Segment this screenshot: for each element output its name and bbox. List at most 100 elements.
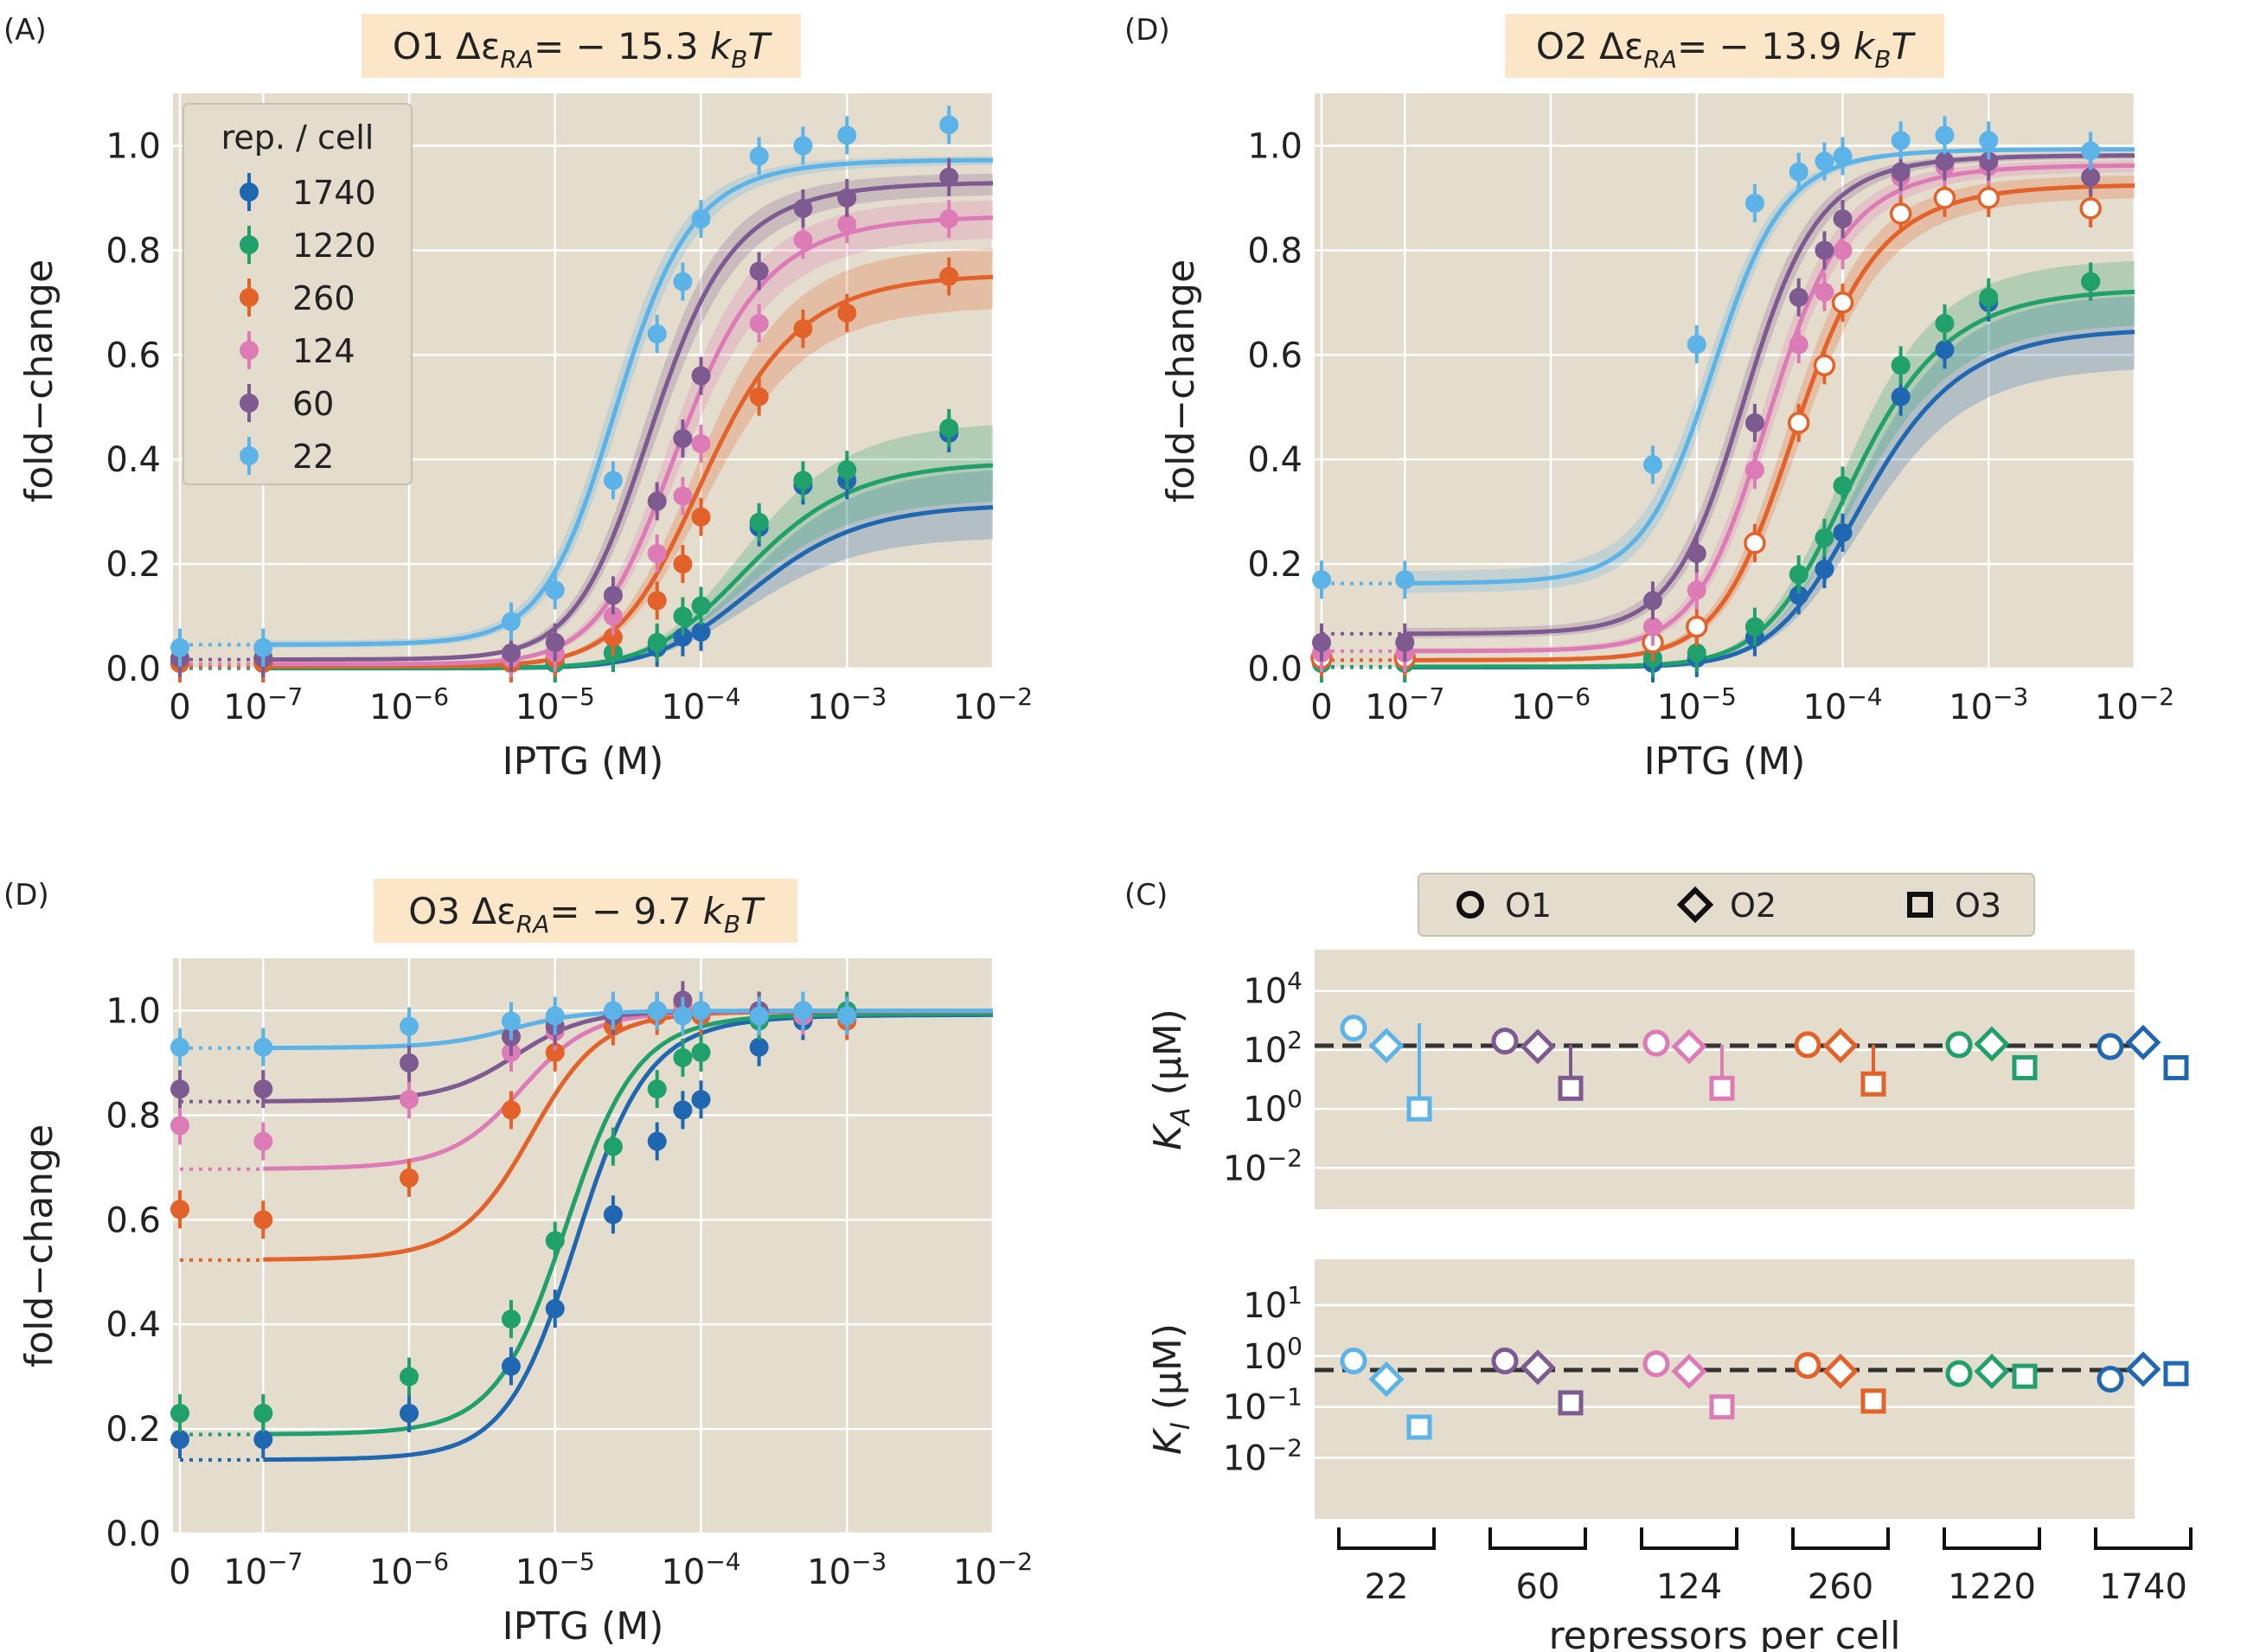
data-point-124 bbox=[1833, 240, 1853, 260]
data-point-1740 bbox=[400, 1403, 419, 1423]
x-tick-label: 10−6 bbox=[369, 1547, 449, 1592]
data-point-22 bbox=[793, 1001, 813, 1021]
data-point-260 bbox=[603, 627, 623, 647]
data-point-22 bbox=[1789, 162, 1808, 182]
data-point-60 bbox=[545, 632, 565, 652]
data-point-260 bbox=[837, 303, 857, 323]
data-point-260 bbox=[1831, 291, 1854, 314]
y-tick-label: 0.6 bbox=[106, 336, 161, 375]
y-tick-label: 10−2 bbox=[1223, 1433, 1303, 1478]
x-tick-label: 10−6 bbox=[369, 682, 449, 727]
data-point-1740 bbox=[647, 1131, 667, 1151]
marker-O3-22 bbox=[1406, 1096, 1432, 1122]
x-tick-label: 10−3 bbox=[1949, 682, 2028, 727]
data-point-1220 bbox=[673, 1047, 693, 1067]
y-tick-label: 102 bbox=[1243, 1026, 1303, 1071]
data-point-22 bbox=[253, 637, 273, 657]
data-point-22 bbox=[1687, 335, 1706, 355]
title-text: O1 ΔεRA= − 15.3 kBT bbox=[393, 25, 773, 74]
data-point-1220 bbox=[1935, 314, 1955, 333]
x-tick-label: 10−4 bbox=[661, 1547, 740, 1592]
y-tick-label: 0.0 bbox=[106, 650, 161, 689]
data-point-22 bbox=[545, 580, 565, 600]
x-category-label: 22 bbox=[1365, 1567, 1409, 1607]
data-point-260 bbox=[1889, 202, 1912, 225]
data-point-1740 bbox=[501, 1356, 521, 1376]
data-point-22 bbox=[837, 125, 857, 145]
data-point-22 bbox=[1744, 193, 1764, 213]
legend-marker-O1 bbox=[1456, 891, 1484, 919]
marker-O2-1740 bbox=[2125, 1024, 2161, 1060]
data-point-60 bbox=[253, 1079, 273, 1099]
legend-box bbox=[1418, 873, 2035, 937]
data-point-1740 bbox=[603, 1205, 623, 1225]
theory-curve-1220 bbox=[263, 1011, 994, 1437]
data-point-60 bbox=[837, 188, 857, 208]
marker-O2-260 bbox=[1822, 1028, 1859, 1064]
y-axis-label: fold−change bbox=[17, 259, 61, 503]
data-point-1220 bbox=[1687, 643, 1706, 663]
data-point-124 bbox=[1642, 617, 1662, 637]
x-tick-label: 10−4 bbox=[661, 682, 740, 727]
data-point-260 bbox=[673, 554, 693, 574]
marker-O3-60 bbox=[1558, 1390, 1584, 1416]
marker-O1-260 bbox=[1794, 1352, 1821, 1380]
marker-O3-1220 bbox=[2012, 1054, 2038, 1080]
data-point-1740 bbox=[545, 1299, 565, 1319]
data-point-1220 bbox=[793, 471, 813, 490]
data-point-60 bbox=[1395, 632, 1415, 652]
data-point-22 bbox=[170, 637, 189, 657]
y-tick-label: 10−1 bbox=[1223, 1383, 1303, 1428]
data-point-1740 bbox=[673, 627, 693, 647]
marker-O1-1740 bbox=[2097, 1033, 2124, 1060]
data-point-1220 bbox=[691, 1042, 711, 1062]
y-tick-label: 0.4 bbox=[106, 440, 161, 480]
data-point-1220 bbox=[603, 1137, 623, 1156]
y-tick-label: 101 bbox=[1243, 1281, 1303, 1326]
x-axis-label: IPTG (M) bbox=[503, 1604, 664, 1649]
data-point-22 bbox=[1815, 151, 1834, 171]
marker-O1-1740 bbox=[2097, 1366, 2124, 1393]
data-point-60 bbox=[400, 1053, 419, 1073]
theory-curve-124 bbox=[1405, 163, 2135, 654]
data-point-22 bbox=[691, 209, 711, 229]
marker-O1-124 bbox=[1642, 1350, 1670, 1378]
legend-marker-O3 bbox=[1907, 892, 1933, 918]
data-point-124 bbox=[1789, 335, 1808, 355]
credible-region-260 bbox=[263, 248, 993, 667]
x-tick-label: 0 bbox=[1310, 688, 1332, 727]
legend-label-124: 124 bbox=[292, 332, 355, 370]
theory-curve-260 bbox=[1405, 183, 2135, 663]
plot-area bbox=[1315, 93, 2135, 669]
data-point-260 bbox=[1787, 412, 1810, 434]
data-point-60 bbox=[749, 261, 769, 281]
marker-O2-1220 bbox=[1974, 1026, 2010, 1062]
panel-title: O3 ΔεRA= − 9.7 kBT bbox=[374, 879, 797, 943]
data-point-22 bbox=[1833, 146, 1853, 166]
data-point-260 bbox=[691, 507, 711, 527]
legend-label-22: 22 bbox=[292, 438, 334, 476]
marker-O2-124 bbox=[1671, 1028, 1707, 1065]
data-point-1740 bbox=[749, 1037, 769, 1057]
data-point-1220 bbox=[400, 1367, 419, 1386]
theory-curve-22 bbox=[263, 157, 993, 647]
data-point-60 bbox=[673, 429, 693, 448]
marker-O3-60 bbox=[1558, 1075, 1584, 1101]
data-point-1220 bbox=[170, 1403, 189, 1423]
marker-O3-260 bbox=[1860, 1071, 1886, 1097]
plot-area bbox=[173, 958, 993, 1534]
marker-O3-1740 bbox=[2163, 1054, 2189, 1080]
data-point-60 bbox=[1815, 240, 1834, 260]
data-point-22 bbox=[673, 1006, 693, 1026]
category-bracket bbox=[1943, 1527, 2041, 1550]
data-point-22 bbox=[749, 146, 769, 166]
marker-O1-22 bbox=[1340, 1015, 1367, 1042]
marker-O2-1220 bbox=[1974, 1353, 2010, 1389]
operator-legend: O1 O2 O3 bbox=[1418, 873, 2035, 937]
data-point-1220 bbox=[1891, 355, 1911, 375]
marker-O1-1220 bbox=[1945, 1031, 1973, 1059]
legend-marker-1740 bbox=[240, 182, 259, 202]
data-point-124 bbox=[1815, 282, 1834, 302]
panel-tag: (A) bbox=[3, 13, 47, 48]
data-point-22 bbox=[2081, 141, 2101, 161]
